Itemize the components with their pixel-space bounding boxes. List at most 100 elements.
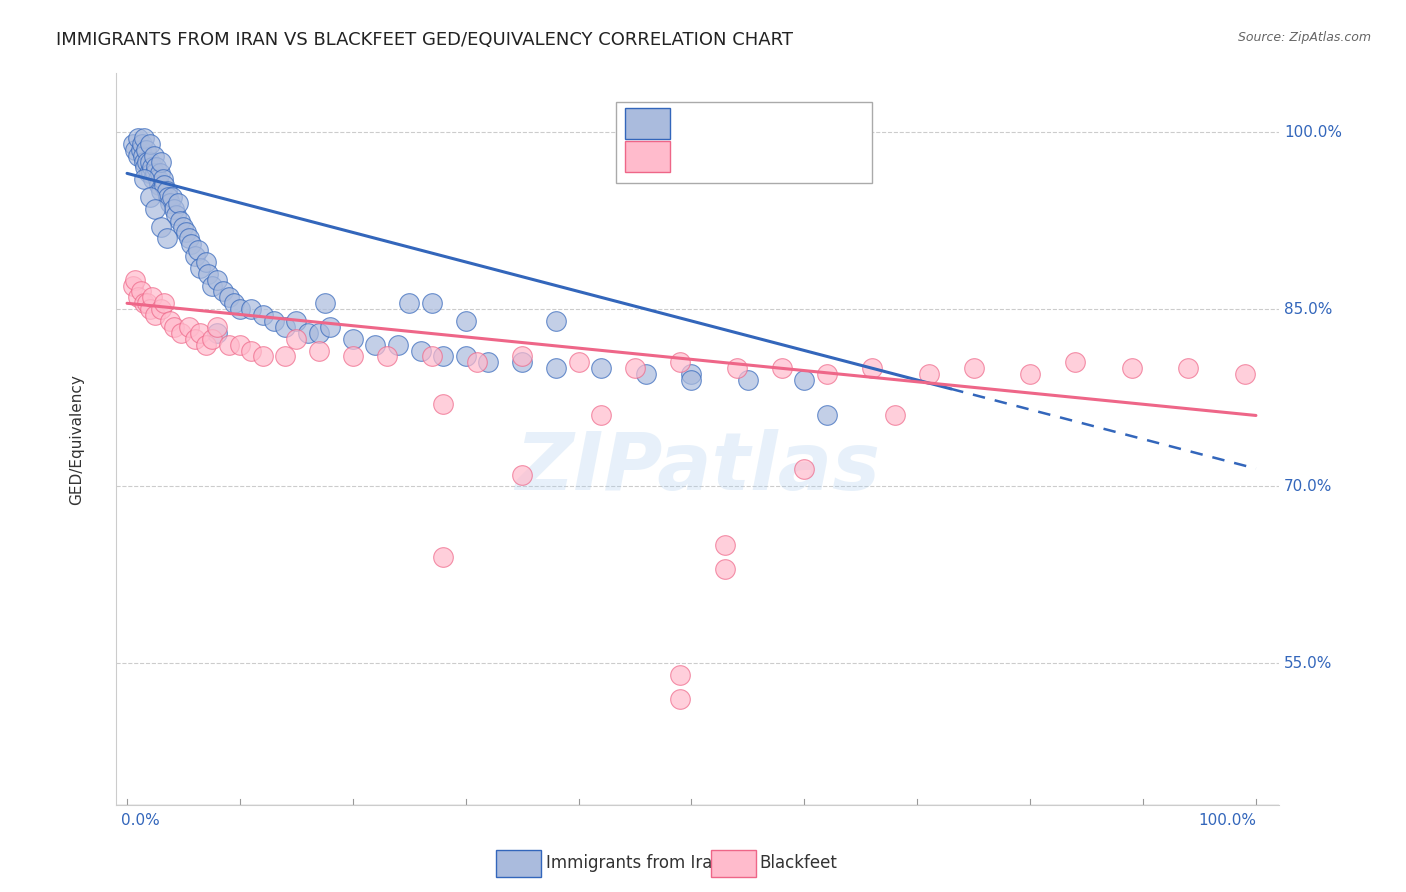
Point xyxy=(636,367,658,381)
Point xyxy=(263,314,285,328)
Text: 70.0%: 70.0% xyxy=(1284,479,1333,494)
Point xyxy=(624,361,647,376)
Point xyxy=(190,326,212,340)
Point xyxy=(342,332,364,346)
Point xyxy=(229,302,252,317)
Point xyxy=(143,308,166,322)
Point xyxy=(793,461,815,475)
Point xyxy=(1064,355,1087,369)
Point xyxy=(138,302,160,317)
Point xyxy=(187,243,209,257)
Point xyxy=(1019,367,1042,381)
Point xyxy=(143,202,166,216)
Point xyxy=(134,161,156,175)
Point xyxy=(669,692,692,706)
Point xyxy=(737,373,759,387)
Point xyxy=(179,231,201,245)
Point xyxy=(153,178,176,193)
Point xyxy=(375,350,398,364)
Point xyxy=(409,343,432,358)
Point xyxy=(725,361,748,376)
Point xyxy=(121,278,143,293)
Point xyxy=(308,343,330,358)
Point xyxy=(148,178,170,193)
Point xyxy=(179,319,201,334)
Point xyxy=(131,136,153,151)
Point xyxy=(135,143,157,157)
Point xyxy=(127,131,149,145)
Point xyxy=(129,143,152,157)
Point xyxy=(174,226,197,240)
Point xyxy=(420,350,443,364)
Point xyxy=(568,355,591,369)
Point xyxy=(454,350,477,364)
Point xyxy=(138,136,160,151)
Point xyxy=(815,409,838,423)
Point xyxy=(398,296,420,310)
Point xyxy=(432,397,454,411)
Point xyxy=(143,166,166,180)
Point xyxy=(149,184,172,198)
Text: Blackfeet: Blackfeet xyxy=(759,855,837,872)
Point xyxy=(138,166,160,180)
Point xyxy=(218,290,240,304)
Point xyxy=(387,337,409,351)
Text: 0.0%: 0.0% xyxy=(121,814,160,829)
Point xyxy=(129,285,152,299)
Point xyxy=(510,467,533,482)
Point xyxy=(963,361,986,376)
Point xyxy=(364,337,387,351)
Point xyxy=(184,249,207,263)
Point xyxy=(190,260,212,275)
Point xyxy=(1233,367,1256,381)
Point xyxy=(860,361,883,376)
Point xyxy=(252,350,274,364)
Point xyxy=(669,355,692,369)
Point xyxy=(342,350,364,364)
Point xyxy=(127,290,149,304)
Point xyxy=(159,195,181,210)
Point xyxy=(132,148,155,162)
Point xyxy=(124,273,146,287)
Point xyxy=(274,350,297,364)
Text: Immigrants from Iran: Immigrants from Iran xyxy=(546,855,723,872)
Point xyxy=(149,302,172,317)
Point xyxy=(314,296,336,310)
Point xyxy=(544,361,567,376)
Text: Source: ZipAtlas.com: Source: ZipAtlas.com xyxy=(1237,31,1371,45)
Point xyxy=(153,296,176,310)
Point xyxy=(132,131,155,145)
Point xyxy=(212,285,235,299)
Point xyxy=(149,166,172,180)
Point xyxy=(207,319,229,334)
Text: IMMIGRANTS FROM IRAN VS BLACKFEET GED/EQUIVALENCY CORRELATION CHART: IMMIGRANTS FROM IRAN VS BLACKFEET GED/EQ… xyxy=(56,31,793,49)
Point xyxy=(465,355,488,369)
Text: 100.0%: 100.0% xyxy=(1284,125,1343,139)
Point xyxy=(195,337,218,351)
Point xyxy=(274,319,297,334)
Text: R = -0.264    N = 56: R = -0.264 N = 56 xyxy=(679,147,848,165)
Point xyxy=(207,273,229,287)
Point xyxy=(163,319,186,334)
Point xyxy=(169,213,191,227)
Point xyxy=(432,350,454,364)
Point xyxy=(180,237,202,252)
Point xyxy=(420,296,443,310)
Point xyxy=(195,255,218,269)
Point xyxy=(141,290,163,304)
Point xyxy=(170,326,193,340)
Point xyxy=(143,148,166,162)
Point xyxy=(454,314,477,328)
Point xyxy=(132,154,155,169)
Point xyxy=(201,332,224,346)
Point xyxy=(510,350,533,364)
Point xyxy=(163,202,186,216)
Point xyxy=(159,314,181,328)
Point xyxy=(1121,361,1143,376)
Point xyxy=(224,296,246,310)
Point xyxy=(145,161,167,175)
Point xyxy=(141,161,163,175)
Point xyxy=(184,332,207,346)
Point xyxy=(815,367,838,381)
Point xyxy=(132,172,155,186)
